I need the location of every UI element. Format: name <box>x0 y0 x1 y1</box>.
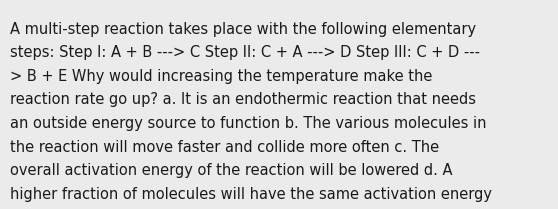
Text: overall activation energy of the reaction will be lowered d. A: overall activation energy of the reactio… <box>10 163 453 178</box>
Text: higher fraction of molecules will have the same activation energy: higher fraction of molecules will have t… <box>10 186 492 201</box>
Text: steps: Step I: A + B ---> C Step II: C + A ---> D Step III: C + D ---: steps: Step I: A + B ---> C Step II: C +… <box>10 46 480 60</box>
Text: the reaction will move faster and collide more often c. The: the reaction will move faster and collid… <box>10 139 439 154</box>
Text: reaction rate go up? a. It is an endothermic reaction that needs: reaction rate go up? a. It is an endothe… <box>10 93 476 107</box>
Text: an outside energy source to function b. The various molecules in: an outside energy source to function b. … <box>10 116 487 131</box>
Text: A multi-step reaction takes place with the following elementary: A multi-step reaction takes place with t… <box>10 22 476 37</box>
Text: > B + E Why would increasing the temperature make the: > B + E Why would increasing the tempera… <box>10 69 432 84</box>
